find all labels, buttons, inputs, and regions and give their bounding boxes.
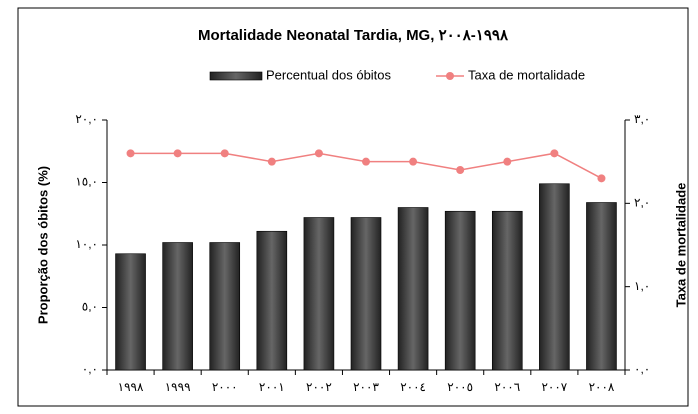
y2-tick-label: ٠,٠ xyxy=(634,362,650,376)
bar xyxy=(303,217,335,371)
line-point xyxy=(597,174,606,183)
x-tick-label: ١٩٩٨ xyxy=(118,380,144,394)
line-point xyxy=(550,149,559,158)
y2-tick-label: ٢,٠ xyxy=(634,196,650,210)
x-tick-label: ١٩٩٩ xyxy=(165,380,191,394)
y2-tick-label: ١,٠ xyxy=(634,279,650,293)
x-tick-label: ٢٠٠٢ xyxy=(306,380,332,394)
x-tick-label: ٢٠٠٧ xyxy=(541,380,567,394)
bar xyxy=(539,183,570,371)
y-axis-label: Proporção dos óbitos (%) xyxy=(35,166,50,324)
line-point xyxy=(362,157,370,166)
x-tick-label: ٢٠٠١ xyxy=(259,380,285,394)
y2-axis-label: Taxa de mortalidade xyxy=(673,183,688,308)
bar xyxy=(256,230,288,371)
y-tick-label: ٥,٠ xyxy=(82,300,98,314)
line-point xyxy=(503,157,512,166)
line-point xyxy=(409,157,418,166)
line-point xyxy=(267,157,276,166)
x-tick-label: ٢٠٠٥ xyxy=(447,380,473,394)
bar xyxy=(397,207,429,371)
legend-label: Taxa de mortalidade xyxy=(468,67,585,82)
chart-title: Mortalidade Neonatal Tardia, MG, ١٩٩٨-٢٠… xyxy=(198,27,509,44)
y-tick-label: ٢٠,٠ xyxy=(75,112,98,126)
y-tick-label: ١٠,٠ xyxy=(75,237,98,251)
line-point xyxy=(314,149,323,158)
line-point xyxy=(456,166,465,174)
legend-swatch xyxy=(209,71,263,81)
legend-swatch-point xyxy=(446,72,454,80)
bar xyxy=(162,242,193,371)
y-tick-label: ١٥,٠ xyxy=(75,175,98,189)
x-tick-label: ٢٠٠٨ xyxy=(589,380,615,394)
bar xyxy=(350,217,382,371)
bar xyxy=(444,210,476,371)
x-tick-label: ٢٠٠٤ xyxy=(400,380,426,394)
line-point xyxy=(173,149,182,158)
bar xyxy=(115,253,146,371)
legend-label: Percentual dos óbitos xyxy=(266,67,392,82)
line-point xyxy=(126,149,135,158)
x-tick-label: ٢٠٠٣ xyxy=(353,380,379,394)
bar xyxy=(586,202,617,371)
x-tick-label: ٢٠٠٠ xyxy=(212,380,238,394)
y2-tick-label: ٣,٠ xyxy=(634,112,650,126)
bar xyxy=(209,242,241,371)
line-point xyxy=(220,149,229,158)
y-tick-label: ٠,٠ xyxy=(82,362,98,376)
bar xyxy=(491,210,523,371)
x-tick-label: ٢٠٠٦ xyxy=(494,380,520,394)
